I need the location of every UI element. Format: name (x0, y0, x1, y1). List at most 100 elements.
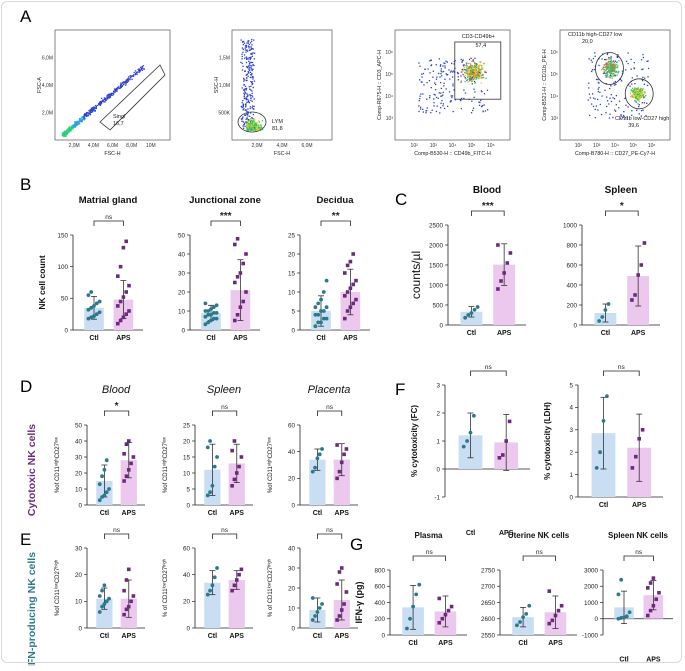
flow-dot (633, 96, 636, 98)
flow-dot (135, 71, 138, 73)
y-tick-label: 15 (288, 270, 296, 277)
flow-ylabel: FSC-A (37, 77, 43, 93)
flow-dot (248, 67, 250, 69)
y-tick-label: 1 (569, 472, 573, 479)
y-tick-label: 20 (183, 599, 191, 606)
flow-dot (261, 120, 263, 122)
data-point-ctl (310, 596, 315, 600)
data-point-aps (124, 312, 128, 316)
flow-dot (247, 65, 250, 67)
flow-dot (132, 75, 135, 77)
y-tick-label: 30 (178, 270, 186, 277)
flow-dot (645, 115, 647, 117)
flow-dot (646, 60, 648, 62)
flow-dot (461, 61, 463, 63)
flow-dot (421, 81, 423, 83)
data-point-ctl (472, 413, 476, 418)
flow-dot (121, 82, 124, 84)
flow-dot (85, 114, 87, 116)
flow-xtick: 10⁶ (487, 143, 495, 149)
flow-dot (479, 70, 481, 73)
flow-dot (444, 107, 446, 110)
data-point-ctl (321, 290, 326, 294)
y-tick-label: 2500 (429, 222, 444, 229)
flow-dot (608, 103, 610, 105)
significance-label: ns (635, 549, 643, 556)
flow-dot (260, 124, 262, 126)
flow-dot (70, 129, 72, 131)
data-point-ctl (92, 304, 96, 308)
flow-dot (479, 72, 482, 74)
flow-dot (470, 57, 472, 59)
flow-dot (440, 95, 442, 97)
y-tick-label: 20 (178, 289, 186, 296)
chart-title: Blood (473, 185, 501, 196)
flow-dot (603, 66, 605, 68)
flow-dot (247, 75, 249, 77)
flow-dot (83, 119, 85, 121)
flow-dot (473, 78, 475, 80)
panel-letter-b: B (20, 175, 31, 194)
flow-dot (640, 110, 643, 112)
flow-dot (609, 67, 612, 69)
flow-dot (246, 125, 248, 127)
flow-dot (241, 53, 243, 55)
flow-dot (622, 116, 624, 118)
flow-dot (440, 64, 442, 66)
flow-dot (419, 65, 421, 67)
flow-dot (638, 94, 640, 96)
data-point-ctl (209, 307, 213, 311)
flow-dot (442, 94, 444, 96)
y-axis-label: % cytotoxicity (LDH) (543, 402, 552, 480)
flow-dot (616, 74, 618, 76)
significance-label: ns (326, 404, 334, 411)
flow-dot (70, 130, 72, 132)
flow-dot (422, 111, 424, 113)
data-point-ctl (212, 575, 217, 580)
flow-dot (613, 70, 615, 72)
flow-dot (614, 109, 616, 111)
flow-dot (241, 55, 243, 58)
flow-xtick: 10³ (430, 143, 438, 149)
y-tick-label: 40 (288, 449, 296, 456)
y-tick-label: 20 (75, 470, 83, 477)
flow-dot (636, 90, 638, 93)
flow-dot (247, 98, 249, 101)
flow-dot (634, 92, 636, 94)
flow-dot (476, 73, 479, 75)
x-tick-label: Ctl (316, 335, 325, 342)
flow-dot (468, 66, 470, 68)
flow-dot (462, 68, 465, 70)
flow-dot (634, 87, 636, 89)
flow-dot (476, 75, 478, 77)
flow-dot (94, 105, 97, 107)
flow-dot (608, 66, 610, 68)
flow-dot (120, 86, 122, 89)
data-point-ctl (317, 452, 322, 457)
flow-dot (251, 128, 253, 130)
flow-ytick: 2,0M (42, 111, 53, 117)
data-point-aps (235, 237, 240, 241)
y-tick-label: 20 (288, 476, 296, 483)
y-tick-label: 25 (288, 232, 296, 239)
flow-xlabel: Comp-B780-H :: CD27_PE-Cy7-H (575, 151, 655, 157)
flow-dot (472, 66, 474, 68)
flow-dot (472, 68, 474, 70)
flow-dot (247, 118, 249, 121)
data-point-aps (354, 297, 358, 302)
flow-dot (246, 57, 248, 59)
flow-dot (639, 94, 642, 96)
flow-dot (247, 127, 249, 129)
y-tick-label: 40 (75, 438, 83, 445)
flow-dot (252, 126, 254, 128)
flow-dot (642, 88, 644, 90)
flow-dot (136, 73, 138, 75)
flow-dot (647, 76, 649, 78)
flow-dot (249, 71, 252, 73)
flow-dot (606, 72, 608, 74)
flow-dot (250, 57, 252, 60)
flow-dot (430, 111, 432, 114)
